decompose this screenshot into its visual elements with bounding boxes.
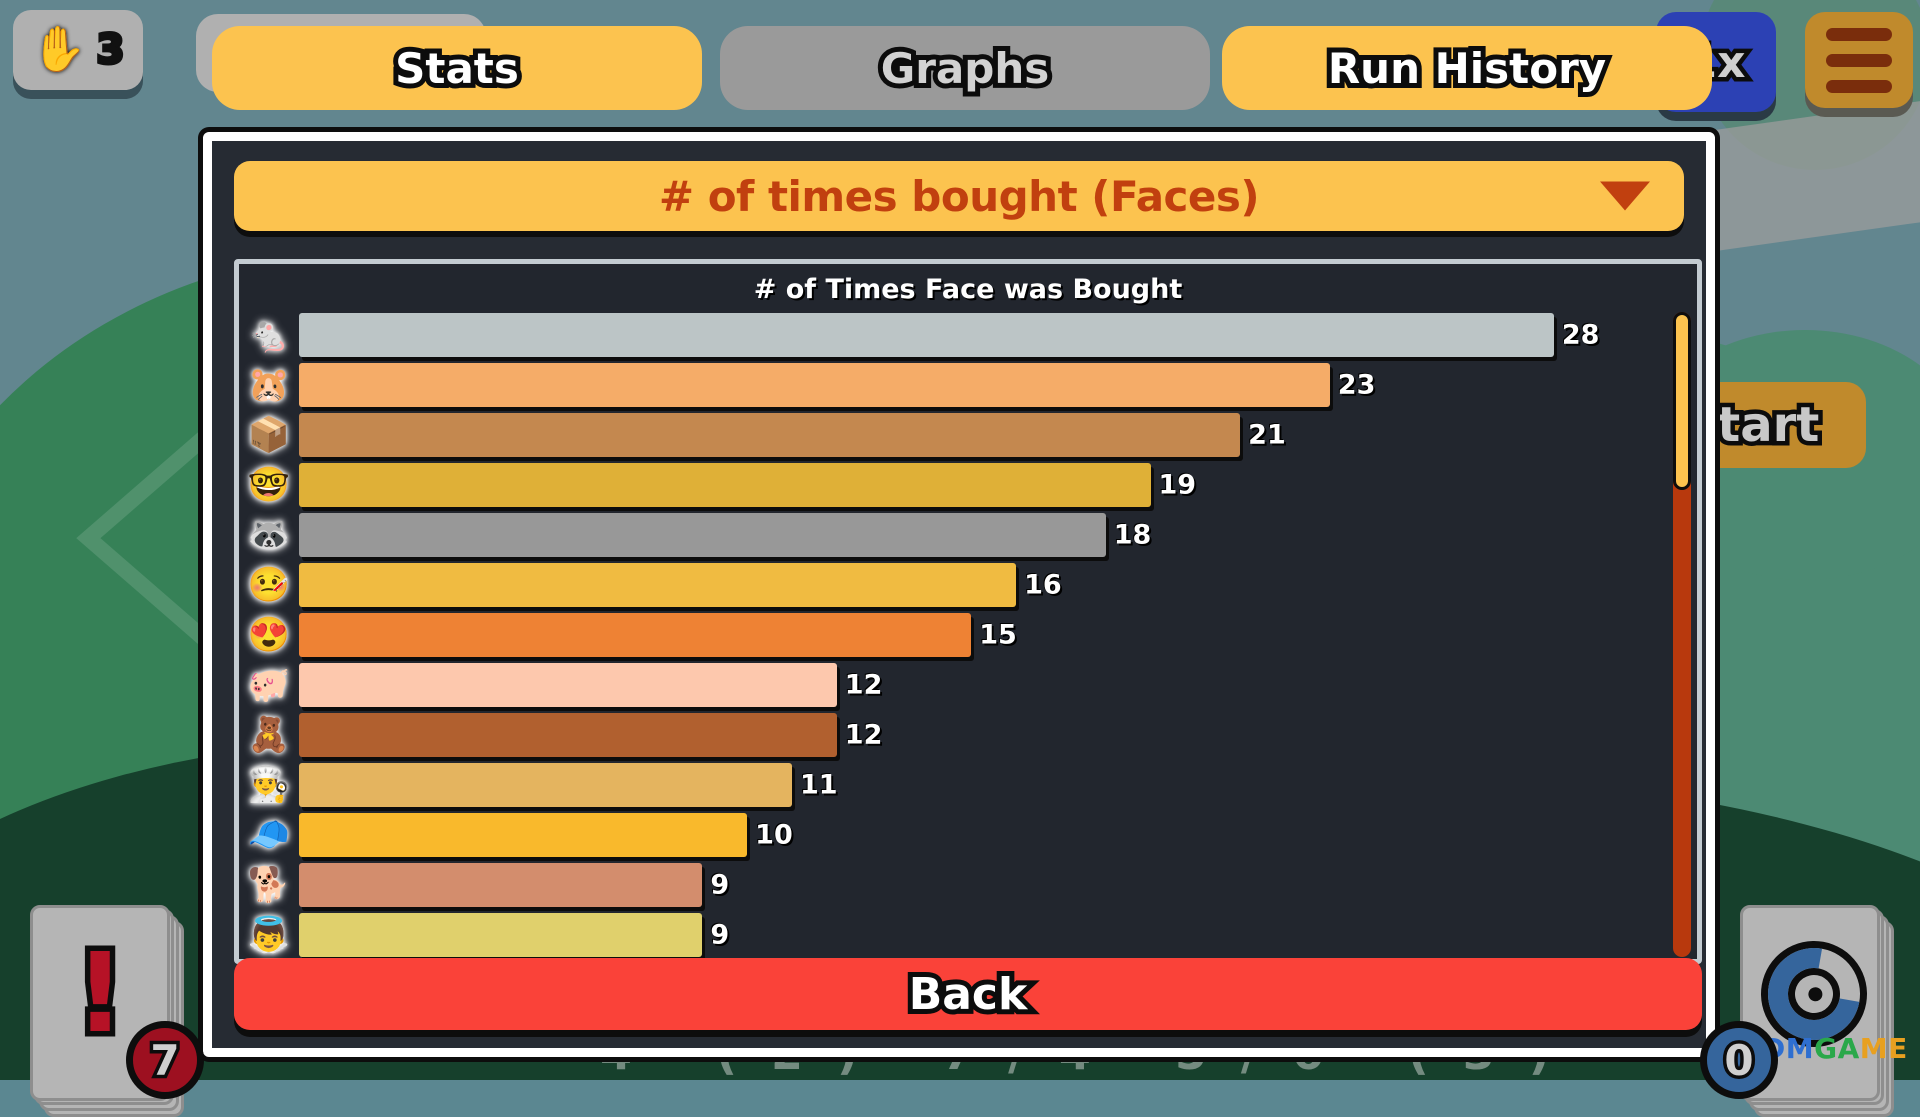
deck-count-badge-left: 7 (126, 1021, 204, 1099)
deck-count-badge-right: 0 (1700, 1021, 1778, 1099)
tab-stats[interactable]: Stats (212, 26, 702, 110)
bar (299, 813, 747, 857)
bar-value-label: 10 (747, 820, 793, 851)
tab-graphs[interactable]: Graphs (720, 26, 1210, 110)
bar-row: 🦝 18 (239, 510, 1673, 560)
visor-face-icon: 🧢 (245, 811, 293, 859)
bar-value-label: 28 (1554, 320, 1600, 351)
bar-value-label: 11 (792, 770, 838, 801)
bar-row: 🤓 19 (239, 460, 1673, 510)
back-button[interactable]: Back (234, 958, 1702, 1030)
teddy-bear-icon: 🧸 (245, 711, 293, 759)
bar (299, 663, 837, 707)
bar-row: 🐖 12 (239, 660, 1673, 710)
chart-scrollbar-thumb[interactable] (1673, 312, 1691, 490)
mouse-icon: 🐁 (245, 311, 293, 359)
bar-rows-container: 🐁28🐹23📦21🤓19🦝18🤒16😍15🐖12🧸12👨‍🍳11🧢10🐕9👼9 (239, 310, 1673, 959)
bar (299, 563, 1016, 607)
nerd-face-icon: 🤓 (245, 461, 293, 509)
bar-value-label: 19 (1151, 470, 1197, 501)
bar-wrapper: 15 (299, 613, 1663, 657)
bar-wrapper: 16 (299, 563, 1663, 607)
bar (299, 763, 792, 807)
bar-row: 🐹 23 (239, 360, 1673, 410)
tab-bar: Stats Graphs Run History (0, 26, 1920, 110)
bar (299, 613, 971, 657)
chart-title: # of Times Face was Bought (239, 264, 1697, 305)
bar (299, 863, 702, 907)
bar-value-label: 18 (1106, 520, 1152, 551)
bar-wrapper: 11 (299, 763, 1663, 807)
bar-row: 🧸 12 (239, 710, 1673, 760)
bar-row: 😍 15 (239, 610, 1673, 660)
bar (299, 413, 1240, 457)
bar-value-label: 9 (702, 870, 729, 901)
bar (299, 513, 1106, 557)
cook-face-icon: 👨‍🍳 (245, 761, 293, 809)
exclamation-card-icon: ! (75, 938, 125, 1048)
bar (299, 363, 1330, 407)
bar-wrapper: 9 (299, 913, 1663, 957)
smiling-face-with-hearts-icon: 😍 (245, 611, 293, 659)
tab-run-history[interactable]: Run History (1222, 26, 1712, 110)
bar-value-label: 12 (837, 720, 883, 751)
bar-row: 👨‍🍳 11 (239, 760, 1673, 810)
face-with-thermometer-icon: 🤒 (245, 561, 293, 609)
bar-value-label: 21 (1240, 420, 1286, 451)
package-icon: 📦 (245, 411, 293, 459)
bar-wrapper: 12 (299, 713, 1663, 757)
hamster-icon: 🐹 (245, 361, 293, 409)
bar (299, 463, 1151, 507)
graphs-panel: # of times bought (Faces) # of Times Fac… (203, 132, 1715, 1057)
bar (299, 313, 1554, 357)
bar-wrapper: 9 (299, 863, 1663, 907)
bar (299, 913, 702, 957)
chart-plot-area: 🐁28🐹23📦21🤓19🦝18🤒16😍15🐖12🧸12👨‍🍳11🧢10🐕9👼9 (239, 310, 1697, 959)
bar-wrapper: 19 (299, 463, 1663, 507)
bar-row: 🐁 28 (239, 310, 1673, 360)
graph-selector-label: # of times bought (Faces) (659, 172, 1259, 221)
watermark-part: GA (1814, 1032, 1860, 1065)
bar (299, 713, 837, 757)
panel-inner: # of times bought (Faces) # of Times Fac… (212, 141, 1706, 1048)
raccoon-icon: 🦝 (245, 511, 293, 559)
bar-row: 🧢 10 (239, 810, 1673, 860)
angel-face-icon: 👼 (245, 911, 293, 959)
pig-icon: 🐖 (245, 661, 293, 709)
bar-chart: # of Times Face was Bought 🐁 28 🐹 23 📦 21 🤓 19 🦝… (234, 259, 1702, 964)
bar-value-label: 12 (837, 670, 883, 701)
bar-wrapper: 28 (299, 313, 1663, 357)
bar-row: 🤒 16 (239, 560, 1673, 610)
bar-wrapper: 21 (299, 413, 1663, 457)
bar-wrapper: 18 (299, 513, 1663, 557)
chart-scrollbar[interactable] (1673, 312, 1691, 957)
bar-row: 📦 21 (239, 410, 1673, 460)
bar-wrapper: 10 (299, 813, 1663, 857)
dog-icon: 🐕 (245, 861, 293, 909)
bar-wrapper: 23 (299, 363, 1663, 407)
bar-value-label: 16 (1016, 570, 1062, 601)
watermark-part: ME (1860, 1032, 1908, 1065)
bar-row: 👼9 (239, 910, 1673, 960)
bar-value-label: 9 (702, 920, 729, 951)
bar-value-label: 15 (971, 620, 1017, 651)
bar-value-label: 23 (1330, 370, 1376, 401)
bar-wrapper: 12 (299, 663, 1663, 707)
graph-selector-dropdown[interactable]: # of times bought (Faces) (234, 161, 1684, 231)
bar-row: 🐕9 (239, 860, 1673, 910)
chevron-down-icon[interactable] (1600, 182, 1650, 211)
